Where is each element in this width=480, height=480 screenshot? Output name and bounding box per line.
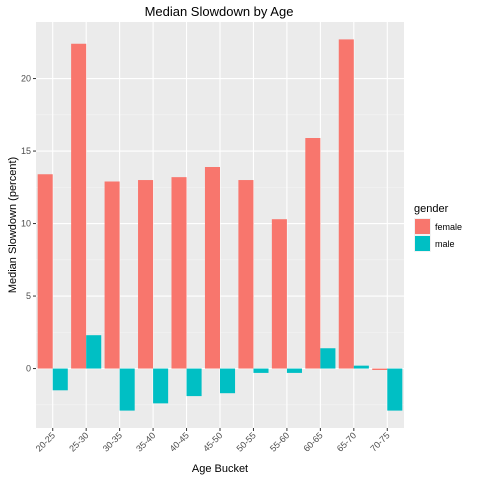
bar-male-45-50 [220,368,236,394]
x-axis-ticks: 20-25 25-30 30-35 35-40 40-45 45-50 50-55 55-60… [34,428,392,454]
bar-female-55-60 [271,219,287,369]
x-tick-label: 55-60 [268,430,291,453]
bar-male-30-35 [119,368,135,411]
bar-female-40-45 [171,177,187,369]
x-tick-label: 65-70 [335,430,358,453]
bar-female-20-25 [37,174,53,369]
y-tick-label: 5 [26,291,31,301]
bar-female-45-50 [204,167,220,369]
bars-group [37,39,403,411]
bar-male-65-70 [353,365,369,369]
bar-male-40-45 [186,368,202,397]
legend-title: gender [414,203,449,215]
bar-male-20-25 [52,368,68,391]
y-axis-title: Median Slowdown (percent) [7,157,19,293]
x-tick-label: 60-65 [301,430,324,453]
bar-male-60-65 [320,348,336,369]
y-tick-label: 15 [21,146,31,156]
bar-male-55-60 [286,368,302,373]
legend-label-female: female [435,222,462,232]
x-tick-label: 50-55 [235,430,258,453]
x-tick-label: 20-25 [34,430,57,453]
x-tick-label: 45-50 [201,430,224,453]
x-tick-label: 35-40 [134,430,157,453]
chart-title: Median Slowdown by Age [145,4,294,19]
bar-male-25-30 [86,335,102,369]
y-tick-label: 20 [21,74,31,84]
bar-female-65-70 [338,39,354,369]
y-tick-label: 0 [26,364,31,374]
bar-female-35-40 [138,180,154,369]
legend-label-male: male [435,239,455,249]
x-tick-label: 40-45 [168,430,191,453]
bar-male-35-40 [153,368,169,404]
bar-female-25-30 [71,43,87,369]
bar-male-50-55 [253,368,269,373]
x-tick-label: 25-30 [67,430,90,453]
x-tick-label: 70-75 [368,430,391,453]
y-axis-ticks: 0 5 10 15 20 [21,74,36,374]
bar-female-60-65 [305,138,321,369]
bar-female-70-75 [372,368,388,370]
bar-male-70-75 [387,368,403,411]
legend-swatch-male [415,236,430,251]
x-axis-title: Age Bucket [192,463,248,475]
y-tick-label: 10 [21,219,31,229]
legend-swatch-female [415,219,430,234]
legend: gender female male [414,203,462,252]
bar-female-30-35 [104,181,120,369]
bar-female-50-55 [238,180,254,369]
x-tick-label: 30-35 [101,430,124,453]
